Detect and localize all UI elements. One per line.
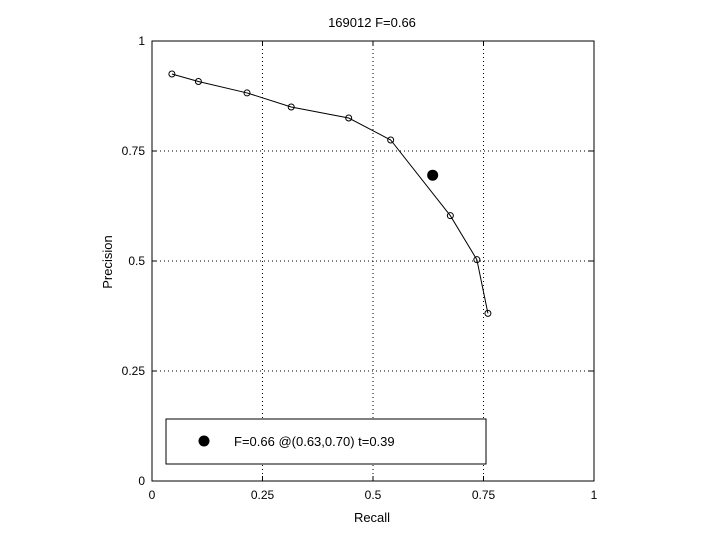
y-tick-label: 1	[138, 34, 145, 48]
data-point	[446, 212, 454, 220]
x-axis-label: Recall	[354, 510, 390, 525]
legend-label: F=0.66 @(0.63,0.70) t=0.39	[234, 434, 395, 449]
data-point	[243, 89, 251, 97]
y-tick-label: 0.75	[122, 144, 146, 158]
y-tick-label: 0	[138, 474, 145, 488]
data-point	[484, 309, 492, 317]
data-point	[287, 103, 295, 111]
data-point	[387, 136, 395, 144]
x-tick-label: 1	[591, 488, 598, 502]
legend: F=0.66 @(0.63,0.70) t=0.39	[165, 418, 487, 465]
x-tick-label: 0.5	[365, 488, 382, 502]
best-f-point	[427, 169, 439, 181]
data-point	[168, 70, 176, 78]
data-point	[473, 256, 481, 264]
x-tick-labels: 0 0.25 0.5 0.75 1	[149, 488, 598, 502]
x-tick-label: 0.25	[251, 488, 275, 502]
legend-box	[165, 418, 487, 465]
x-tick-label: 0.75	[472, 488, 496, 502]
y-axis-label: Precision	[100, 235, 115, 288]
series-line	[171, 73, 489, 314]
y-tick-label: 0.25	[122, 364, 146, 378]
legend-marker	[198, 435, 210, 447]
data-point	[345, 114, 353, 122]
x-tick-label: 0	[149, 488, 156, 502]
data-point	[194, 77, 202, 85]
grid	[152, 41, 594, 481]
series-group	[168, 70, 492, 317]
y-tick-labels: 0 0.25 0.5 0.75 1	[122, 34, 146, 488]
chart-title: 169012 F=0.66	[328, 15, 416, 30]
y-tick-label: 0.5	[128, 254, 145, 268]
plot-frame	[151, 40, 595, 482]
